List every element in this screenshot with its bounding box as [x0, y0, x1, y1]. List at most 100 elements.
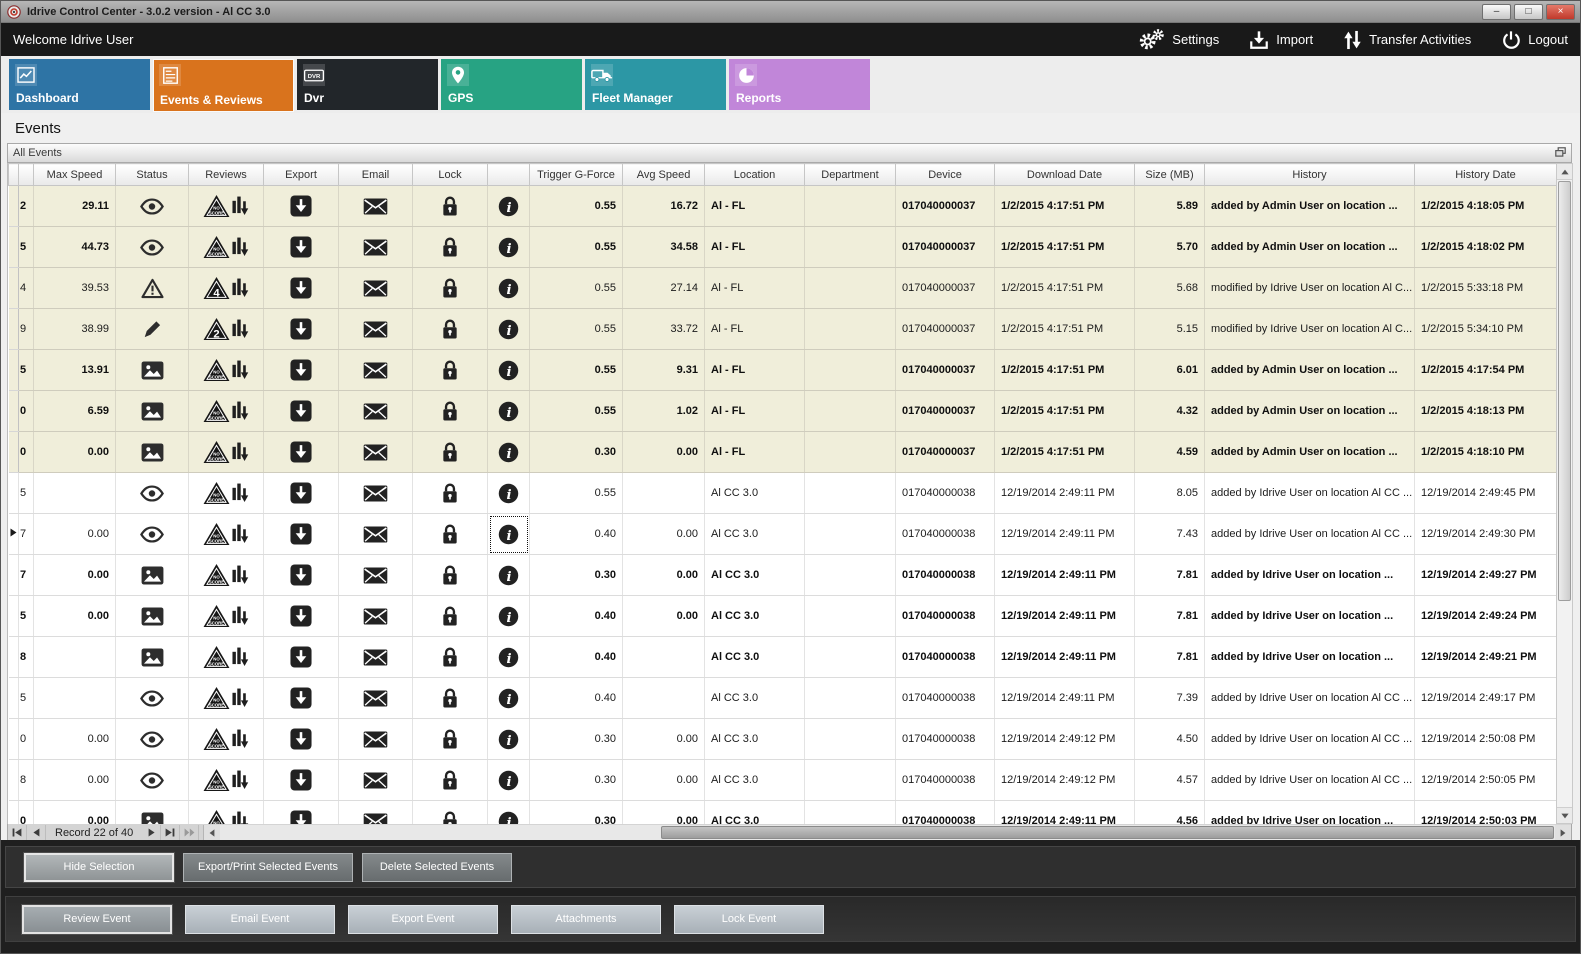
- info-icon[interactable]: i: [498, 237, 519, 258]
- cell-email[interactable]: [338, 226, 413, 268]
- cell-trigger-g-force[interactable]: 0.30: [529, 759, 623, 801]
- cell-location[interactable]: Al CC 3.0: [704, 472, 805, 514]
- lock-icon[interactable]: [441, 400, 459, 422]
- cell-info[interactable]: i: [487, 677, 530, 719]
- cell-email[interactable]: [338, 595, 413, 637]
- cell-history[interactable]: added by Admin User on location ...: [1204, 185, 1415, 227]
- email-icon[interactable]: [363, 361, 388, 379]
- email-icon[interactable]: [363, 648, 388, 666]
- col-header-trigger-g-force[interactable]: Trigger G-Force: [529, 163, 623, 186]
- chart-arrow-icon[interactable]: [232, 770, 249, 790]
- cell-size-mb[interactable]: 5.89: [1134, 185, 1205, 227]
- cell-trigger-g-force[interactable]: 0.55: [529, 226, 623, 268]
- cell-clipped-id[interactable]: 8: [18, 759, 34, 801]
- cell-max-speed[interactable]: 0.00: [33, 554, 116, 596]
- cell-size-mb[interactable]: 4.59: [1134, 431, 1205, 473]
- cell-info[interactable]: i: [487, 636, 530, 678]
- cell-trigger-g-force[interactable]: 0.55: [529, 308, 623, 350]
- cell-export[interactable]: [263, 226, 339, 268]
- cell-email[interactable]: [338, 431, 413, 473]
- cell-device[interactable]: 017040000038: [895, 800, 995, 824]
- cell-history[interactable]: added by Idrive User on location Al CC .…: [1204, 759, 1415, 801]
- info-icon[interactable]: i: [498, 442, 519, 463]
- col-header-lock[interactable]: Lock: [412, 163, 488, 186]
- score-triangle-icon[interactable]: 4: [203, 276, 230, 300]
- cell-status[interactable]: [115, 800, 189, 824]
- lock-icon[interactable]: [441, 318, 459, 340]
- cell-avg-speed[interactable]: 9.31: [622, 349, 705, 391]
- cell-download-date[interactable]: 1/2/2015 4:17:51 PM: [994, 390, 1135, 432]
- email-icon[interactable]: [363, 238, 388, 256]
- cell-status[interactable]: [115, 595, 189, 637]
- cell-download-date[interactable]: 12/19/2014 2:49:11 PM: [994, 554, 1135, 596]
- cell-location[interactable]: Al CC 3.0: [704, 677, 805, 719]
- cell-info[interactable]: i: [487, 226, 530, 268]
- chart-arrow-icon[interactable]: [232, 442, 249, 462]
- cell-status[interactable]: [115, 718, 189, 760]
- cell-clipped-id[interactable]: 8: [18, 636, 34, 678]
- cell-history[interactable]: added by Idrive User on location ...: [1204, 595, 1415, 637]
- cell-location[interactable]: Al CC 3.0: [704, 759, 805, 801]
- cell-size-mb[interactable]: 7.81: [1134, 554, 1205, 596]
- email-icon[interactable]: [363, 197, 388, 215]
- cell-max-speed[interactable]: 0.00: [33, 595, 116, 637]
- cell-download-date[interactable]: 12/19/2014 2:49:11 PM: [994, 677, 1135, 719]
- cell-max-speed[interactable]: [33, 472, 116, 514]
- cell-clipped-id[interactable]: 0: [18, 718, 34, 760]
- cell-export[interactable]: [263, 308, 339, 350]
- info-icon[interactable]: i: [498, 401, 519, 422]
- cell-lock[interactable]: [412, 718, 488, 760]
- cell-export[interactable]: [263, 800, 339, 824]
- col-header-size-mb[interactable]: Size (MB): [1134, 163, 1205, 186]
- info-icon[interactable]: i: [498, 606, 519, 627]
- cell-location[interactable]: Al - FL: [704, 185, 805, 227]
- cell-max-speed[interactable]: 0.00: [33, 431, 116, 473]
- cell-department[interactable]: [804, 431, 896, 473]
- cell-device[interactable]: 017040000038: [895, 595, 995, 637]
- cell-history[interactable]: added by Idrive User on location Al CC .…: [1204, 677, 1415, 719]
- cell-size-mb[interactable]: 5.15: [1134, 308, 1205, 350]
- cell-department[interactable]: [804, 267, 896, 309]
- chart-arrow-icon[interactable]: [232, 811, 249, 824]
- lock-icon[interactable]: [441, 195, 459, 217]
- cell-lock[interactable]: [412, 390, 488, 432]
- email-event-button[interactable]: Email Event: [185, 904, 335, 934]
- cell-history[interactable]: added by Idrive User on location Al CC .…: [1204, 718, 1415, 760]
- cell-clipped-id[interactable]: 5: [18, 472, 34, 514]
- lock-event-button[interactable]: Lock Event: [674, 904, 824, 934]
- cell-size-mb[interactable]: 4.56: [1134, 800, 1205, 824]
- cell-status[interactable]: [115, 349, 189, 391]
- cell-email[interactable]: [338, 677, 413, 719]
- cell-location[interactable]: Al CC 3.0: [704, 513, 805, 555]
- cell-max-speed[interactable]: 38.99: [33, 308, 116, 350]
- cell-size-mb[interactable]: 4.32: [1134, 390, 1205, 432]
- cell-info[interactable]: i: [487, 513, 530, 555]
- info-icon[interactable]: i: [498, 647, 519, 668]
- email-icon[interactable]: [363, 279, 388, 297]
- info-icon[interactable]: i: [498, 565, 519, 586]
- cell-clipped-id[interactable]: 0: [18, 800, 34, 824]
- export-icon[interactable]: [290, 523, 312, 545]
- export-icon[interactable]: [290, 277, 312, 299]
- cell-info[interactable]: i: [487, 718, 530, 760]
- cell-email[interactable]: [338, 759, 413, 801]
- cell-export[interactable]: [263, 513, 339, 555]
- cell-max-speed[interactable]: [33, 677, 116, 719]
- cell-department[interactable]: [804, 800, 896, 824]
- cell-lock[interactable]: [412, 185, 488, 227]
- export-icon[interactable]: [290, 564, 312, 586]
- cell-clipped-id[interactable]: 5: [18, 595, 34, 637]
- chart-arrow-icon[interactable]: [232, 483, 249, 503]
- cell-department[interactable]: [804, 677, 896, 719]
- info-icon[interactable]: i: [498, 729, 519, 750]
- cell-clipped-id[interactable]: 7: [18, 513, 34, 555]
